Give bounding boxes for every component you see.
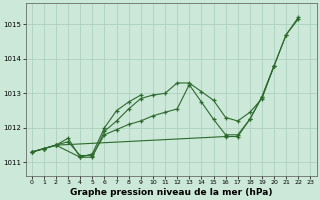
X-axis label: Graphe pression niveau de la mer (hPa): Graphe pression niveau de la mer (hPa) [70, 188, 272, 197]
